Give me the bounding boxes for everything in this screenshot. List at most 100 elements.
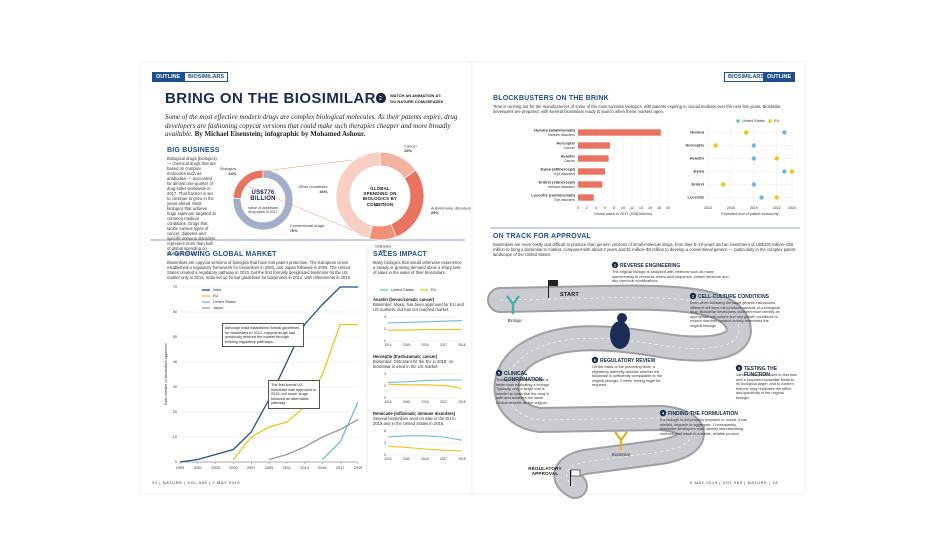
legend-label: Japan: [213, 306, 223, 310]
step-title: FINDING THE FORMULATION: [668, 410, 738, 417]
start-label: START: [560, 292, 579, 298]
line-series: [387, 379, 462, 383]
section-tag: BIOSIMILARS: [184, 72, 229, 82]
y-tick-label: 0: [384, 339, 386, 343]
pie-label: Cancer: [404, 143, 418, 148]
y-tick-label: 70: [173, 285, 177, 289]
pie-label: Conventional drugs: [290, 223, 324, 228]
pie-slice: [232, 169, 294, 231]
panel-text: Biosimilar: Ontruzant hit the EU in 2018…: [373, 359, 454, 369]
antibody-icon: [614, 431, 628, 450]
x-tick-label: 2017: [336, 466, 344, 470]
section-text: Time is running out for the manufacturer…: [493, 104, 781, 114]
step-text: If a biologic is not properly prepared o…: [660, 418, 748, 436]
x-tick-label: 2024: [788, 206, 796, 210]
y-tick-label: 3: [384, 441, 386, 445]
x-tick-label: 2016: [421, 457, 428, 461]
bar-label: Enbrel (etanercept): [539, 180, 576, 185]
line-series: [387, 320, 463, 324]
pie-label: Other conditions: [298, 184, 327, 189]
page-title: BRING ON THE BIOSIMILARS: [165, 90, 387, 107]
folio: 9 MAY 2019 | VOL 569 | NATURE | 33: [690, 480, 779, 485]
row-label: Humira: [690, 130, 705, 135]
x-tick-label: 2016: [727, 206, 735, 210]
pie-label: Diabetes: [375, 244, 391, 249]
x-tick-label: 0: [577, 206, 579, 210]
step-text: Even when following the same genetic ins…: [690, 301, 780, 328]
total-caption: Value of worldwide drug sales in 2017: [248, 206, 278, 215]
x-tick-label: 2019: [354, 466, 362, 470]
legend-swatch: [768, 119, 772, 123]
bar: [578, 181, 603, 188]
timeline-dot: [751, 143, 757, 148]
section-heading: BIG BUSINESS: [167, 147, 220, 154]
step-title: CELL-CULTURE CONDITIONS: [698, 293, 770, 300]
x-tick-label: 2017: [440, 343, 447, 347]
start-flag: [549, 280, 558, 286]
panel-title: Avastin (bevacizumab; cancer): [373, 297, 435, 302]
step-badge: [735, 364, 743, 372]
panel-title: Remicade (infliximab; immune disorders): [373, 411, 456, 416]
timeline-dot: [774, 195, 779, 200]
donut-title: GLOBAL SPENDING ON BIOLOGICS BY CONDITIO…: [362, 186, 398, 207]
x-tick-label: 2018: [458, 343, 465, 347]
row-label: Enbrel: [692, 182, 704, 187]
track-line: [499, 297, 740, 487]
x-tick-label: 2018: [458, 457, 465, 461]
section-tag: OUTLINE: [763, 72, 796, 82]
y-tick-label: 0: [175, 460, 177, 464]
bar-note: Cancer: [564, 146, 576, 150]
x-tick-label: 6: [604, 206, 606, 210]
bar: [578, 168, 605, 175]
row-label: Avastin: [690, 156, 705, 161]
section-heading: BLOCKBUSTERS ON THE BRINK: [493, 95, 609, 102]
y-tick-label: 2: [384, 327, 386, 331]
bar-note: Eye disorders: [554, 172, 575, 176]
finish-flag: [570, 469, 581, 477]
x-tick-label: 2013: [300, 466, 308, 470]
annotation: Although India established formal guidel…: [222, 323, 304, 348]
annotation: The first formal US biosimilar was appro…: [268, 380, 320, 409]
y-tick-label: 0: [384, 396, 386, 400]
step-number: 3: [738, 365, 741, 370]
watch-label: WATCH AN ANIMATION AT:: [390, 93, 442, 98]
icon-label: Biosimilar: [611, 452, 631, 457]
x-tick-label: 2003: [211, 466, 219, 470]
x-tick-label: 2015: [403, 343, 410, 347]
y-axis-label: Total number of biosimilars approved: [164, 343, 168, 405]
line-series: [387, 383, 463, 389]
step-badge: [591, 356, 599, 364]
bar-label: Lucentis (ranibizumab): [531, 193, 575, 198]
bar-label: Humira (adalimumab): [534, 128, 576, 133]
bar: [578, 155, 609, 162]
step-title: REVERSE ENGINEERING: [620, 262, 681, 269]
finish-label: REGULATORY APPROVAL: [528, 466, 562, 476]
icon-label: Biologic: [507, 318, 523, 323]
y-tick-label: 4: [384, 315, 386, 319]
x-tick-label: 2001: [194, 466, 202, 470]
pie-label: Biologics: [220, 166, 236, 171]
intro-text: Some of the most effective modern drugs …: [165, 113, 458, 138]
bar-note: Eye disorders: [554, 198, 575, 202]
y-tick-label: 50: [173, 335, 177, 339]
pie-value-label: 76%: [290, 228, 298, 233]
row-label: Herceptin: [686, 143, 705, 148]
bar: [578, 142, 610, 149]
step-number: 6: [594, 357, 597, 362]
legend-label: United States: [391, 288, 414, 292]
y-tick-label: 10: [173, 435, 177, 439]
x-tick-label: 2017: [440, 457, 447, 461]
timeline-dot: [743, 130, 749, 135]
step-text: Various assays are used to test how well…: [736, 373, 797, 400]
panel-title: Herceptin (trastuzumab; cancer): [373, 354, 438, 359]
x-tick-label: 2007: [247, 466, 255, 470]
section-heading: ON TRACK FOR APPROVAL: [493, 233, 591, 240]
x-tick-label: 16: [648, 206, 652, 210]
legend-label: India: [213, 288, 222, 292]
timeline-dot: [759, 195, 764, 200]
x-tick-label: 2014: [384, 343, 391, 347]
pie-slice: [368, 223, 397, 241]
bar-note: Immune disorders: [548, 185, 575, 189]
line-series: [388, 329, 462, 331]
x-tick-label: 2013: [704, 206, 712, 210]
